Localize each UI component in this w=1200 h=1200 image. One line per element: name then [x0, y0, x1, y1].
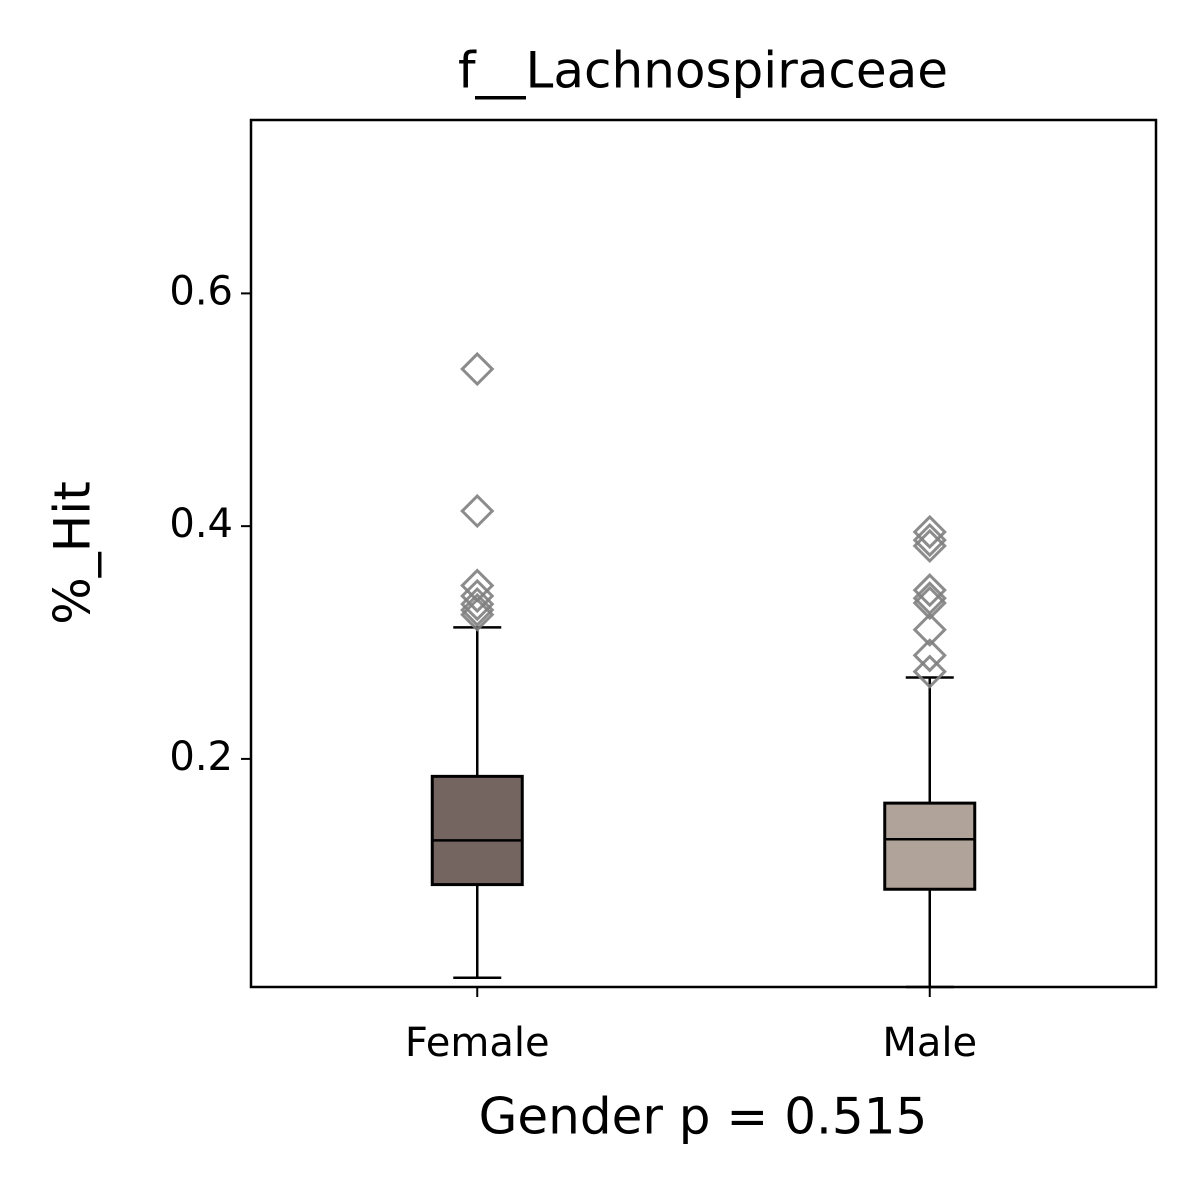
outlier: [912, 638, 947, 673]
chart-title: f__Lachnospiraceae: [458, 42, 948, 100]
outlier: [460, 351, 495, 387]
outlier: [912, 528, 947, 564]
outlier: [912, 573, 947, 608]
x-axis-label: Gender p = 0.515: [479, 1088, 928, 1146]
y-axis-label: %_Hit: [44, 481, 102, 625]
outlier: [460, 592, 495, 628]
outlier: [912, 585, 947, 621]
outlier: [912, 514, 947, 550]
outlier: [460, 493, 495, 529]
outlier: [912, 612, 947, 647]
plot-frame: [249, 118, 1158, 989]
y-tick-label: 0.4: [169, 501, 233, 547]
box: [430, 774, 524, 887]
outlier: [912, 654, 947, 689]
outlier: [460, 597, 495, 632]
box: [883, 801, 977, 891]
outlier: [912, 522, 947, 558]
outlier: [460, 578, 495, 614]
x-tick-label: Female: [405, 1020, 550, 1066]
y-tick-label: 0.2: [169, 734, 233, 780]
x-tick-label: Male: [882, 1020, 977, 1066]
y-tick-label: 0.6: [169, 268, 233, 314]
outlier: [460, 587, 495, 622]
